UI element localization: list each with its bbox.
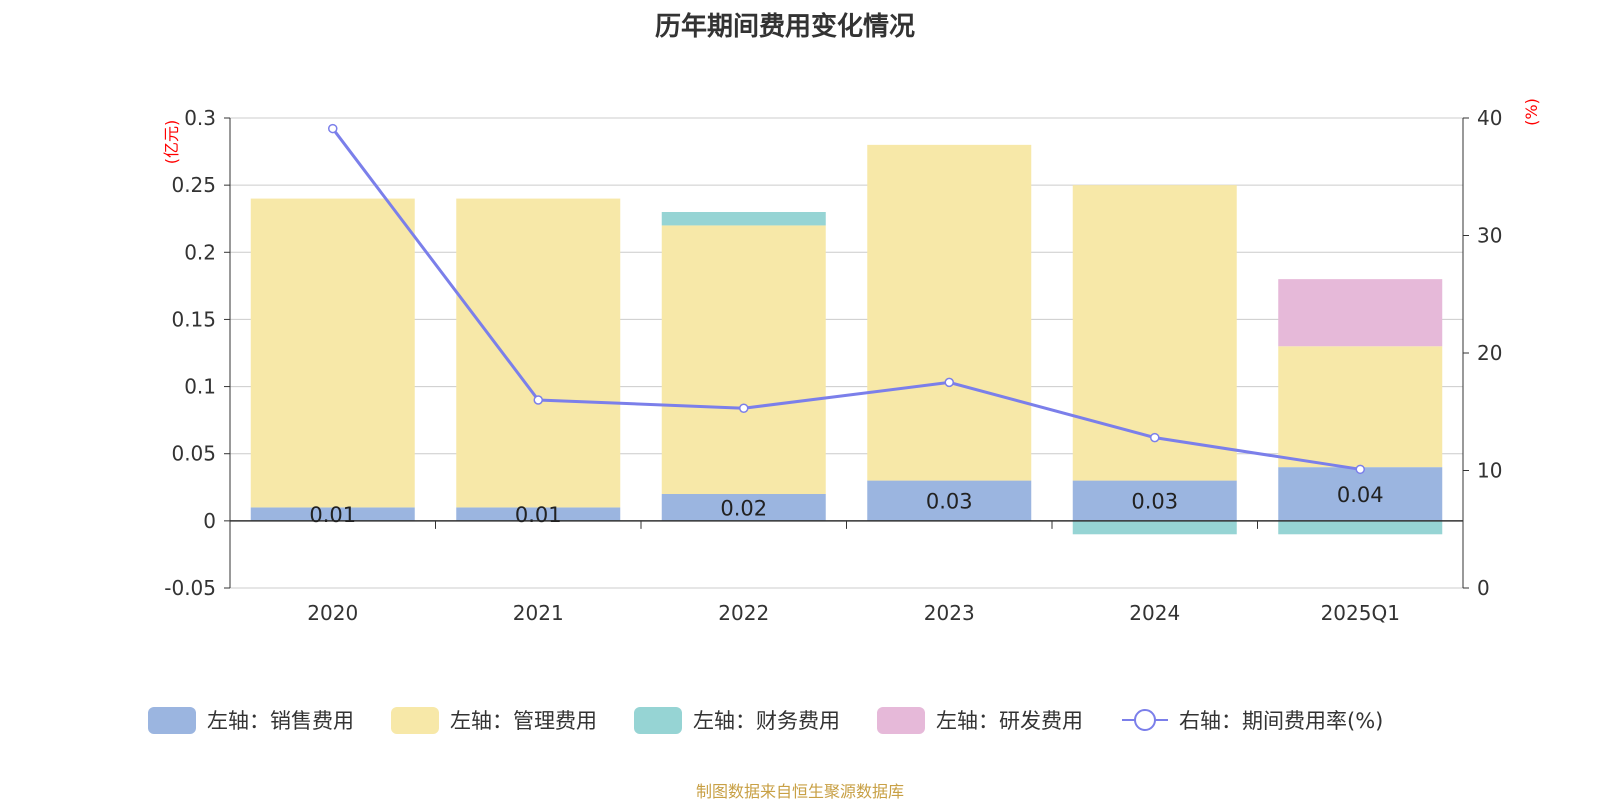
bar-segment	[250, 507, 415, 521]
bar-segment	[456, 198, 621, 508]
rate-line-path	[331, 127, 1361, 471]
data-labels: 0.01 0.01 0.02 0.03 0.03 0.04	[309, 483, 1383, 527]
left-tick-label: 0.25	[171, 173, 216, 197]
right-tick-label: 10	[1477, 459, 1502, 483]
legend-label: 左轴：研发费用	[936, 709, 1083, 733]
right-tick-label: 20	[1477, 341, 1502, 365]
bar-segment	[1278, 279, 1443, 347]
sales-data-label: 0.03	[926, 490, 973, 514]
legend-label: 左轴：财务费用	[693, 709, 840, 733]
source-note: 制图数据来自恒生聚源数据库	[695, 782, 904, 801]
rate-point	[328, 123, 338, 134]
right-tick-label: 0	[1477, 576, 1490, 600]
left-tick-label: 0.2	[184, 240, 216, 264]
rate-point	[944, 377, 954, 388]
rate-point	[533, 395, 543, 405]
left-tick-label: 0.15	[171, 307, 216, 331]
bar-segment	[1278, 346, 1443, 468]
left-tick-label: 0.05	[171, 442, 216, 466]
x-tick-label: 2021	[513, 601, 564, 625]
right-tick-label: 40	[1477, 106, 1502, 130]
legend-marker	[1134, 709, 1156, 731]
bar-segment	[1278, 467, 1443, 521]
right-axis-unit: (%)	[1522, 98, 1541, 126]
x-tick-label: 2023	[924, 601, 975, 625]
x-tick-label: 2020	[307, 601, 358, 625]
bar-segment	[1072, 520, 1237, 535]
sales-data-label: 0.01	[515, 503, 562, 527]
left-tick-label: 0.1	[184, 375, 216, 399]
rate-point	[1355, 464, 1365, 475]
legend-label: 左轴：销售费用	[207, 709, 354, 733]
bar-segment	[456, 507, 621, 521]
bar-segment	[661, 225, 826, 494]
sales-data-label: 0.04	[1337, 483, 1384, 507]
bar-segment	[250, 198, 415, 508]
legend-label: 左轴：管理费用	[450, 709, 597, 733]
x-tick-label: 2022	[718, 601, 769, 625]
rate-point	[1150, 432, 1160, 443]
axes: 0.3 0.25 0.2 0.15 0.1 0.05 0 -0.05 40 30 20 10 0 (亿元)…	[162, 98, 1541, 625]
bar-segment	[867, 144, 1032, 481]
x-tick-label: 2025Q1	[1321, 601, 1400, 625]
left-tick-label: -0.05	[164, 576, 216, 600]
bar-segment	[1072, 185, 1237, 481]
left-tick-label: 0.3	[184, 106, 216, 130]
left-tick-label: 0	[203, 509, 216, 533]
bar-segment	[867, 480, 1032, 521]
legend-label: 右轴：期间费用率(%)	[1179, 709, 1383, 733]
legend-swatch	[148, 707, 196, 734]
sales-data-label: 0.03	[1131, 490, 1178, 514]
bar-segment	[1278, 520, 1443, 535]
chart-title: 历年期间费用变化情况	[654, 12, 915, 42]
bar-segment	[661, 212, 826, 226]
x-tick-label: 2024	[1129, 601, 1180, 625]
rate-line	[328, 123, 1365, 475]
left-axis-unit: (亿元)	[162, 120, 181, 165]
rate-point	[739, 403, 749, 413]
legend-swatch	[877, 707, 925, 734]
grid-lines	[230, 117, 1463, 589]
bars	[250, 144, 1443, 535]
sales-data-label: 0.02	[720, 496, 767, 520]
legend: 左轴：销售费用 左轴：管理费用 左轴：财务费用 左轴：研发费用 右轴：期间费用率(%)	[148, 707, 1383, 734]
bar-segment	[1072, 480, 1237, 521]
legend-swatch	[391, 707, 439, 734]
bar-segment	[661, 494, 826, 521]
right-tick-label: 30	[1477, 224, 1502, 248]
sales-data-label: 0.01	[309, 503, 356, 527]
legend-swatch	[634, 707, 682, 734]
